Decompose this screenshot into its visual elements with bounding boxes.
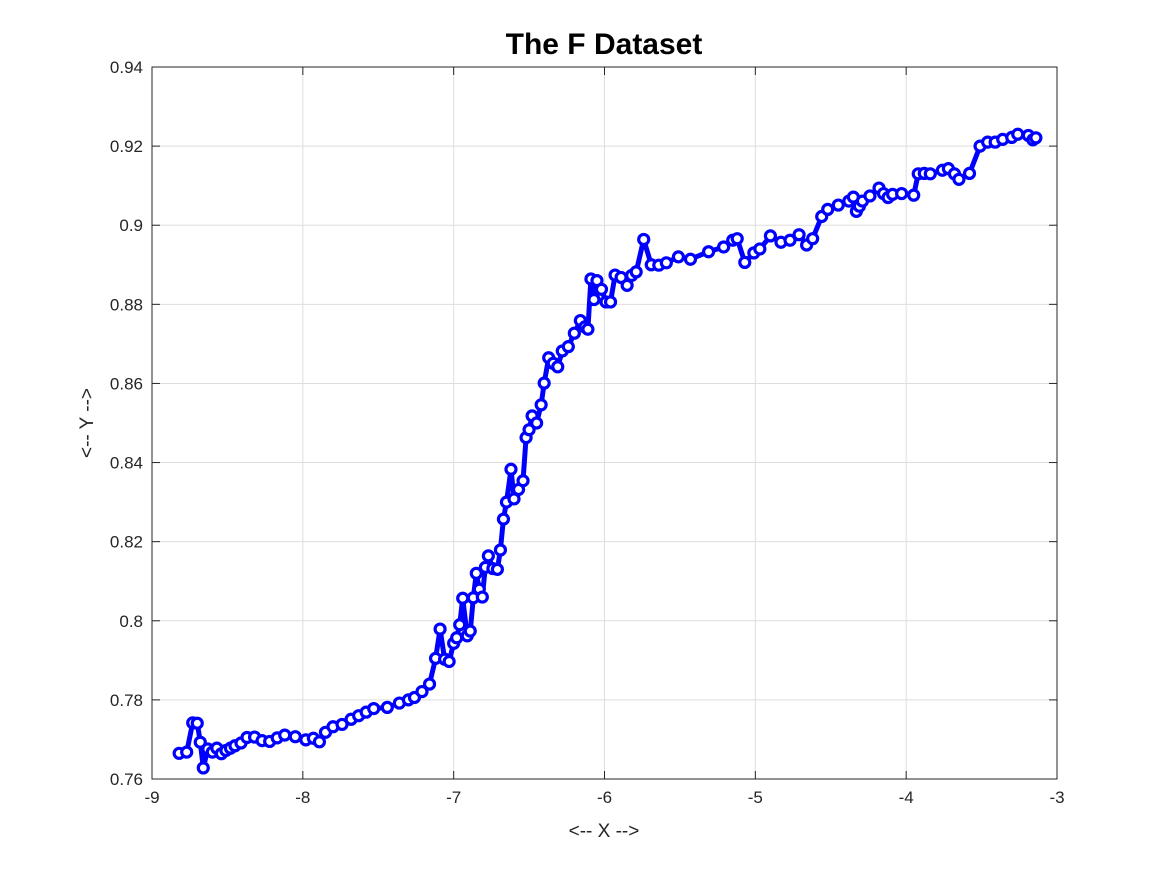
data-point [567, 326, 581, 340]
data-point [190, 716, 204, 730]
data-point [278, 728, 292, 742]
data-point [763, 229, 778, 243]
x-tick-label: -4 [899, 788, 914, 807]
y-tick-label: 0.88 [110, 295, 143, 314]
data-point [380, 700, 394, 715]
data-point [312, 735, 327, 749]
data-point [469, 566, 483, 580]
data-point [530, 416, 544, 430]
data-point [422, 677, 437, 691]
y-tick-label: 0.9 [119, 216, 143, 235]
data-point [806, 232, 820, 246]
data-point [456, 591, 470, 605]
data-point [730, 232, 744, 246]
x-tick-label: -3 [1049, 788, 1064, 807]
data-point [783, 233, 797, 247]
x-tick-label: -6 [597, 788, 612, 807]
data-point [442, 654, 456, 669]
data-point [475, 590, 489, 604]
data-point [923, 167, 937, 181]
data-point [453, 618, 467, 632]
data-point [659, 256, 673, 270]
data-point [701, 245, 716, 259]
data-point [196, 761, 210, 775]
data-point [821, 202, 835, 216]
data-point [683, 252, 698, 266]
data-point [620, 278, 634, 292]
y-tick-label: 0.78 [110, 691, 143, 710]
data-point [481, 549, 495, 563]
data-point [637, 232, 651, 247]
data-point [717, 240, 731, 254]
data-point [1011, 127, 1025, 141]
y-axis-label: <-- Y --> [77, 388, 98, 458]
data-point [962, 166, 977, 181]
y-tick-label: 0.86 [110, 374, 143, 393]
data-point [907, 188, 921, 202]
x-tick-label: -5 [748, 788, 763, 807]
data-point [516, 474, 530, 488]
data-point [463, 624, 477, 638]
x-tick-label: -8 [295, 788, 310, 807]
y-tick-label: 0.84 [110, 454, 143, 473]
data-point [180, 745, 194, 759]
data-point [952, 172, 966, 186]
x-tick-label: -9 [144, 788, 159, 807]
data-point [792, 228, 806, 242]
data-point [603, 295, 618, 309]
data-point [537, 376, 551, 390]
data-point [1029, 131, 1043, 145]
x-axis-label: <-- X --> [569, 821, 640, 842]
data-point [629, 265, 643, 279]
data-point [594, 282, 609, 296]
data-point [433, 622, 447, 636]
data-point [490, 562, 505, 576]
data-point [738, 255, 752, 270]
data-point [753, 242, 767, 256]
y-tick-label: 0.94 [110, 58, 143, 77]
data-point [551, 360, 565, 374]
data-point [496, 512, 511, 526]
chart-title: The F Dataset [506, 28, 703, 61]
data-point [504, 462, 518, 476]
data-point [587, 292, 601, 307]
data-point [450, 631, 464, 645]
data-point [288, 730, 302, 744]
data-point [493, 543, 508, 557]
data-point [581, 322, 595, 336]
y-tick-label: 0.82 [110, 533, 143, 552]
y-tick-label: 0.92 [110, 137, 143, 156]
data-point [534, 398, 548, 412]
series-layer [172, 127, 1043, 775]
data-point [863, 189, 877, 203]
y-tick-label: 0.8 [119, 612, 143, 631]
y-tick-label: 0.76 [110, 770, 143, 789]
tick-layer: -9 -8 -7 -6 -5 -4 -3 0.76 0.78 0.8 0.82 0.84 0.86 0.8… [110, 58, 1065, 807]
data-point [831, 198, 845, 212]
data-point [895, 186, 909, 201]
data-point [415, 684, 429, 699]
data-point [561, 340, 575, 354]
data-point [367, 701, 381, 716]
data-point [671, 250, 686, 264]
x-tick-label: -7 [446, 788, 461, 807]
